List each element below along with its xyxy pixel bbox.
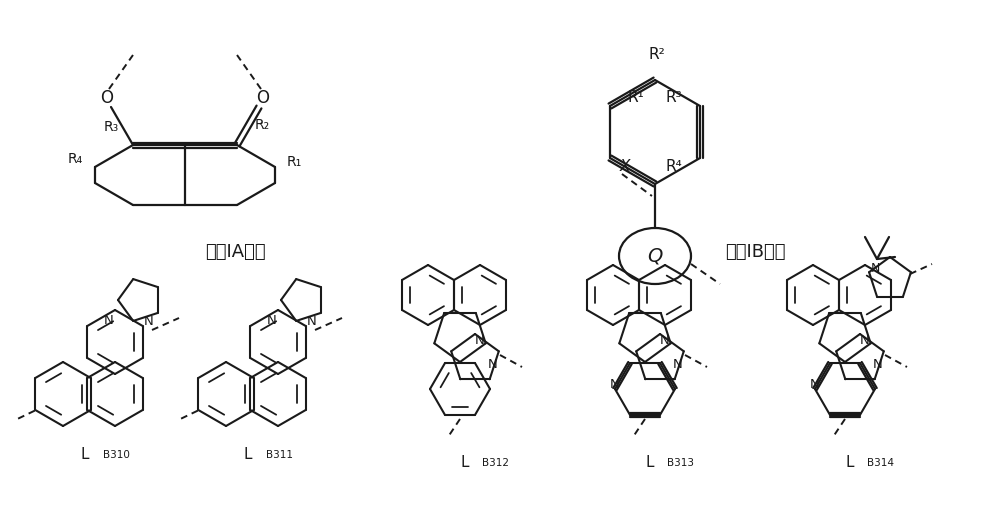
Text: 式（IB），: 式（IB），: [725, 243, 785, 261]
Text: N: N: [475, 334, 485, 346]
Text: R³: R³: [665, 90, 682, 105]
Text: N: N: [488, 359, 498, 371]
Text: B310: B310: [103, 450, 130, 460]
Text: N: N: [673, 359, 683, 371]
Text: N: N: [660, 334, 670, 346]
Text: R₂: R₂: [255, 118, 270, 132]
Text: L: L: [846, 455, 854, 470]
Text: N: N: [871, 262, 880, 276]
Text: L: L: [244, 447, 252, 462]
Text: N: N: [104, 314, 114, 327]
Text: N: N: [810, 378, 820, 390]
Text: O: O: [100, 89, 114, 107]
Text: B312: B312: [482, 458, 509, 468]
Text: R¹: R¹: [628, 90, 645, 105]
Text: B314: B314: [867, 458, 894, 468]
Text: N: N: [307, 315, 317, 328]
Text: L: L: [81, 447, 89, 462]
Text: R₄: R₄: [68, 152, 83, 166]
Text: N: N: [610, 378, 620, 390]
Text: R⁴: R⁴: [665, 159, 682, 173]
Text: N: N: [860, 334, 870, 346]
Text: L: L: [646, 455, 654, 470]
Text: B311: B311: [266, 450, 293, 460]
Text: N: N: [267, 314, 277, 327]
Text: N: N: [144, 315, 154, 328]
Text: R²: R²: [649, 47, 665, 62]
Text: R₁: R₁: [287, 155, 302, 169]
Text: X: X: [620, 159, 630, 173]
Text: L: L: [461, 455, 469, 470]
Text: B313: B313: [667, 458, 694, 468]
Text: O: O: [257, 89, 270, 107]
Text: R₃: R₃: [104, 120, 119, 134]
Text: 式（IA），: 式（IA），: [205, 243, 265, 261]
Text: Q: Q: [647, 246, 663, 265]
Text: N: N: [873, 359, 883, 371]
